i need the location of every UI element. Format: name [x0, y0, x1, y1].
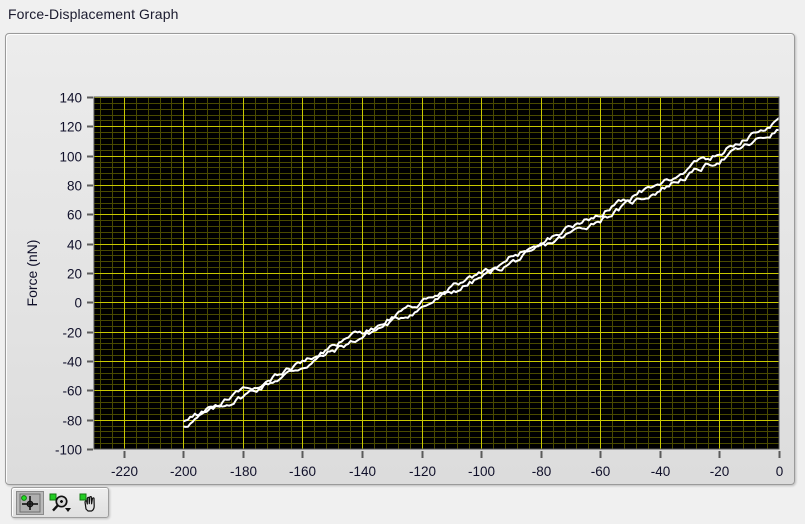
- svg-text:-140: -140: [349, 464, 376, 479]
- svg-text:-60: -60: [591, 464, 611, 479]
- svg-text:60: 60: [67, 208, 82, 223]
- svg-text:0: 0: [74, 296, 82, 311]
- svg-text:-80: -80: [62, 414, 82, 429]
- x-axis-ticks: -220 -200 -180 -160 -140 -120 -100 -80 -60 -40 -20…: [111, 451, 783, 479]
- svg-text:-20: -20: [710, 464, 730, 479]
- svg-text:-160: -160: [289, 464, 316, 479]
- page-title: Force-Displacement Graph: [8, 6, 179, 22]
- svg-text:140: 140: [59, 91, 82, 106]
- graph-toolbar: [11, 487, 109, 518]
- svg-text:-180: -180: [230, 464, 257, 479]
- svg-text:-40: -40: [651, 464, 671, 479]
- svg-text:-80: -80: [532, 464, 552, 479]
- force-displacement-chart[interactable]: 140 120 100 80 60 40 20 0 -20 -40 -60 -80 -100 -220 -…: [6, 34, 794, 484]
- plot-border: [93, 96, 780, 450]
- svg-text:100: 100: [59, 150, 82, 165]
- cursor-tool-button[interactable]: [16, 490, 44, 515]
- pan-tool-button[interactable]: [76, 491, 104, 515]
- svg-text:40: 40: [67, 238, 82, 253]
- svg-text:-60: -60: [62, 384, 82, 399]
- svg-text:20: 20: [67, 267, 82, 282]
- svg-text:0: 0: [776, 464, 784, 479]
- svg-text:-120: -120: [409, 464, 436, 479]
- svg-text:-20: -20: [62, 326, 82, 341]
- svg-text:120: 120: [59, 120, 82, 135]
- svg-text:80: 80: [67, 179, 82, 194]
- svg-text:-100: -100: [55, 443, 82, 458]
- svg-text:-220: -220: [111, 464, 138, 479]
- svg-text:-40: -40: [62, 355, 82, 370]
- zoom-tool-button[interactable]: [46, 491, 74, 515]
- y-axis-ticks: 140 120 100 80 60 40 20 0 -20 -40 -60 -80 -100: [55, 91, 93, 458]
- svg-text:-100: -100: [468, 464, 495, 479]
- svg-text:-200: -200: [170, 464, 197, 479]
- graph-panel: 140 120 100 80 60 40 20 0 -20 -40 -60 -80 -100 -220 -…: [5, 33, 795, 485]
- data-trace: [182, 117, 779, 428]
- y-axis-title: Force (nN): [24, 240, 40, 307]
